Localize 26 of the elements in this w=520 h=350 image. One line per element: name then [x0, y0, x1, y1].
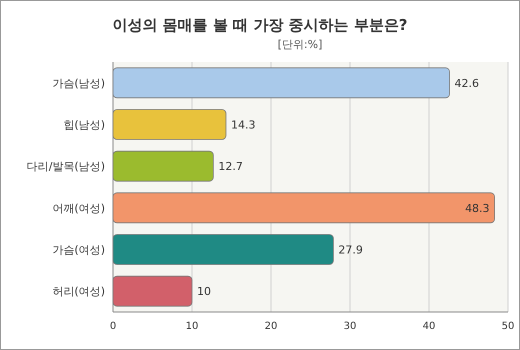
bar	[112, 150, 214, 182]
data-label: 12.7	[218, 160, 243, 174]
bar	[112, 67, 450, 98]
chart-title: 이성의 몸매를 볼 때 가장 중시하는 부분은?	[112, 16, 408, 34]
x-tick-label: 0	[110, 321, 116, 332]
y-tick-label: 가슴(남성)	[52, 76, 105, 90]
chart-subtitle: [단위:%]	[278, 38, 322, 51]
x-tick-label: 20	[264, 321, 278, 332]
data-label: 10	[197, 285, 211, 298]
y-tick-label: 가슴(여성)	[52, 244, 105, 256]
bar	[112, 192, 495, 224]
bar	[112, 234, 334, 265]
x-tick-label: 30	[344, 321, 356, 332]
data-label: 42.6	[454, 76, 480, 90]
y-tick-label: 허리(여성)	[52, 285, 105, 298]
y-tick-label: 힙(남성)	[63, 118, 105, 132]
data-label: 48.3	[465, 202, 490, 215]
bar	[112, 276, 192, 307]
x-tick-label: 50	[502, 321, 514, 332]
data-label: 27.9	[338, 244, 363, 256]
bar	[112, 109, 226, 140]
y-tick-label: 어깨(여성)	[52, 202, 105, 215]
x-tick-label: 40	[422, 321, 436, 332]
y-tick-label: 다리/발목(남성)	[26, 160, 105, 174]
data-label: 14.3	[230, 118, 256, 132]
x-tick-label: 10	[186, 321, 198, 332]
